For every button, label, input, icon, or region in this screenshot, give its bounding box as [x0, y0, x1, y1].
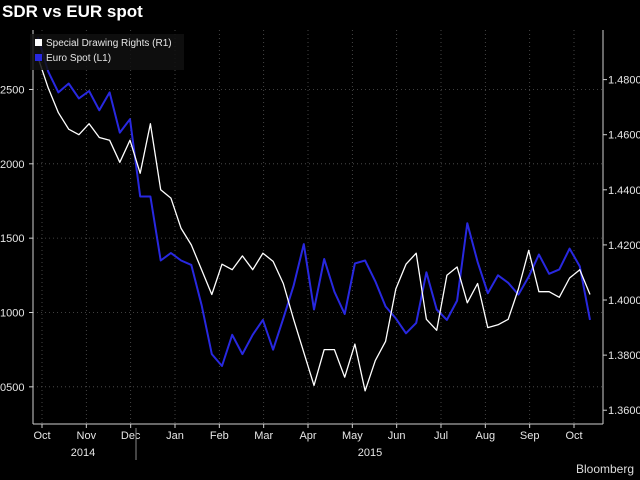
legend-swatch-sdr — [35, 39, 42, 46]
x-tick-label: Jul — [434, 430, 448, 442]
right-tick-label: 1.3600 — [608, 405, 640, 417]
x-tick-label: Mar — [254, 430, 273, 442]
x-tick-label: Aug — [476, 430, 496, 442]
x-tick-label: Oct — [565, 430, 582, 442]
x-tick-label: Apr — [299, 430, 316, 442]
x-tick-label: Jan — [166, 430, 184, 442]
source-label: Bloomberg — [575, 462, 634, 476]
x-tick-label: May — [342, 430, 363, 442]
grid-lines — [33, 30, 603, 424]
x-tick-label: Feb — [210, 430, 229, 442]
series-layer — [37, 37, 591, 392]
left-tick-label: 0500 — [0, 382, 24, 394]
right-tick-label: 1.4200 — [608, 240, 640, 252]
legend: Special Drawing Rights (R1) Euro Spot (L… — [30, 34, 184, 70]
chart-title: SDR vs EUR spot — [2, 2, 143, 21]
year-label-2014: 2014 — [71, 447, 95, 459]
series-line-sdr — [37, 57, 591, 392]
right-tick-label: 1.4000 — [608, 295, 640, 307]
right-tick-label: 1.4800 — [608, 75, 640, 87]
right-tick-label: 1.4400 — [608, 185, 640, 197]
right-tick-label: 1.4600 — [608, 130, 640, 142]
legend-label-sdr: Special Drawing Rights (R1) — [46, 38, 172, 49]
legend-box — [30, 34, 184, 70]
left-tick-label: 2000 — [0, 159, 24, 171]
x-tick-label: Nov — [77, 430, 97, 442]
year-label-2015: 2015 — [358, 447, 382, 459]
x-tick-label: Oct — [33, 430, 50, 442]
x-tick-label: Sep — [520, 430, 540, 442]
legend-swatch-eur — [35, 54, 42, 61]
left-tick-label: 1000 — [0, 307, 24, 319]
x-tick-label: Jun — [388, 430, 406, 442]
left-tick-label: 1500 — [0, 233, 24, 245]
legend-label-eur: Euro Spot (L1) — [46, 53, 111, 64]
left-tick-label: 2500 — [0, 84, 24, 96]
axes: 0500 1000 1500 2000 2500 1.3600 1.3800 1.4000 1.… — [0, 30, 640, 460]
series-line-euro-spot — [37, 37, 591, 367]
right-tick-label: 1.3800 — [608, 350, 640, 362]
x-tick-label: Dec — [121, 430, 141, 442]
